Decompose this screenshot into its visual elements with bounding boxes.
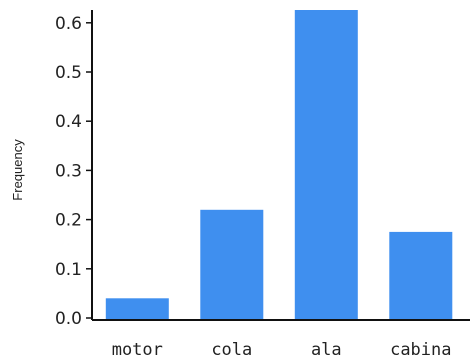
x-tick-label-motor: motor (112, 340, 163, 360)
y-tick-label-0.0: 0.0 (55, 309, 82, 329)
y-tick-label-0.5: 0.5 (55, 63, 82, 83)
x-tick-label-cabina: cabina (390, 340, 451, 360)
bars-group (105, 10, 453, 320)
y-tick-label-0.2: 0.2 (55, 211, 82, 231)
y-tick-label-0.1: 0.1 (55, 260, 82, 280)
bar-ala (294, 10, 358, 320)
x-tick-label-ala: ala (311, 340, 342, 360)
y-tick-label-0.6: 0.6 (55, 14, 82, 34)
bar-motor (105, 298, 169, 320)
x-tick-label-cola: cola (211, 340, 252, 360)
y-tick-label-0.4: 0.4 (55, 112, 82, 132)
bar-cola (200, 209, 264, 320)
y-axis-title: Frequency (10, 139, 25, 201)
x-axis: motor cola ala cabina (92, 319, 470, 360)
bar-cabina (389, 231, 453, 320)
y-tick-label-0.3: 0.3 (55, 161, 82, 181)
y-axis: 0.0 0.1 0.2 0.3 0.4 0.5 0.6 (55, 10, 93, 329)
